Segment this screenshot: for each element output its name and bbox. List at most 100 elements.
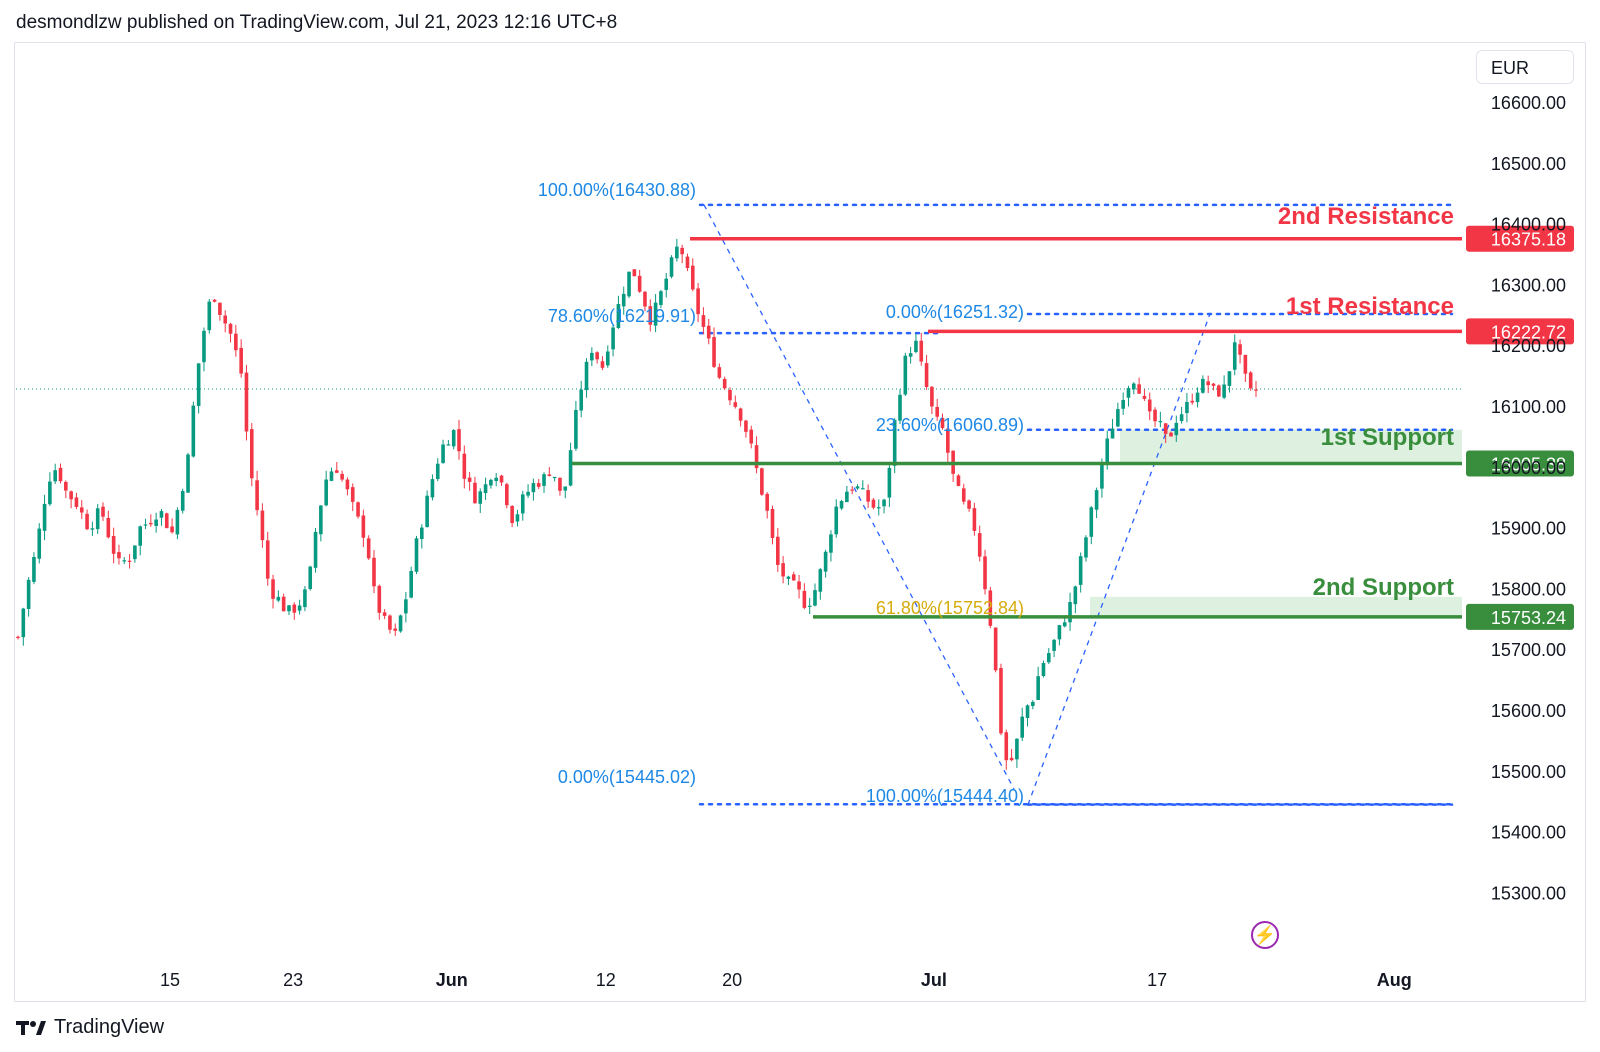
candle	[101, 506, 105, 517]
candle	[48, 481, 52, 505]
currency-selector[interactable]: EUR	[1476, 50, 1574, 84]
candle	[425, 495, 429, 528]
candle	[239, 347, 243, 374]
candle	[866, 490, 870, 502]
candle	[765, 493, 769, 511]
candle	[616, 303, 621, 329]
candle	[303, 589, 307, 608]
candle	[590, 352, 594, 361]
candle	[1078, 556, 1083, 585]
candle	[42, 503, 47, 531]
candle	[69, 491, 73, 500]
candle	[451, 430, 456, 447]
x-axis-tick-label: 20	[722, 970, 742, 990]
publisher-caption: desmondlzw published on TradingView.com,…	[16, 12, 618, 33]
candle	[420, 527, 424, 540]
candle	[1185, 401, 1189, 414]
candle	[568, 450, 573, 486]
candle	[611, 327, 615, 350]
candle	[164, 513, 169, 529]
candle	[627, 271, 631, 297]
tradingview-footer[interactable]: TradingView	[16, 1016, 164, 1039]
candle	[133, 545, 137, 560]
candle	[111, 535, 116, 554]
candle	[1105, 438, 1110, 463]
y-axis-tick-label: 16500.00	[1491, 154, 1566, 174]
candle	[398, 615, 403, 632]
candle	[1179, 414, 1184, 422]
candle	[1116, 409, 1120, 427]
candle	[903, 355, 908, 395]
candle	[1232, 342, 1237, 370]
fib-label: 0.00%(16251.32)	[886, 302, 1024, 322]
y-axis-tick-label: 16300.00	[1491, 275, 1566, 295]
price-tag[interactable]	[1466, 225, 1574, 252]
candle	[1131, 383, 1136, 390]
candle	[64, 481, 68, 491]
y-axis-tick-label: 16000.00	[1491, 458, 1566, 478]
candle	[292, 604, 297, 613]
candle	[876, 507, 881, 509]
candle	[313, 531, 318, 568]
candle	[999, 668, 1003, 734]
candle	[1201, 378, 1205, 393]
x-axis-tick-label: Jun	[436, 970, 468, 990]
candle	[829, 534, 833, 553]
candle	[786, 576, 791, 579]
candle	[1089, 507, 1094, 537]
candle	[818, 569, 823, 592]
candle	[738, 408, 743, 421]
candle	[218, 302, 222, 315]
candle	[972, 508, 977, 531]
candle	[1169, 432, 1173, 437]
candle	[706, 325, 711, 339]
price-tag[interactable]	[1466, 318, 1574, 345]
candle	[85, 513, 89, 530]
candle	[393, 628, 398, 631]
candle	[542, 474, 546, 486]
y-axis-tick-label: 15300.00	[1491, 883, 1566, 903]
candle	[127, 560, 132, 562]
candle	[1243, 354, 1248, 374]
candle	[1211, 383, 1216, 386]
candle	[1121, 399, 1125, 409]
y-axis-tick-label: 15700.00	[1491, 640, 1566, 660]
candle	[1222, 384, 1226, 398]
price-tag[interactable]	[1466, 450, 1574, 477]
candle	[159, 511, 164, 518]
candle	[79, 507, 84, 513]
candle	[664, 278, 669, 290]
fib-label: 61.80%(15752.84)	[876, 598, 1024, 618]
lightning-icon[interactable]: ⚡	[1251, 921, 1279, 949]
candle	[600, 361, 605, 368]
price-tag-label: 16005.38	[1491, 455, 1566, 475]
candle	[297, 605, 302, 611]
candle	[409, 570, 413, 598]
candle	[946, 428, 950, 453]
candle	[37, 528, 42, 559]
candle	[797, 581, 801, 590]
candle	[138, 526, 143, 546]
candle	[74, 497, 79, 507]
candle	[308, 566, 313, 590]
candle	[605, 351, 610, 366]
candle	[499, 475, 504, 483]
candle	[265, 540, 270, 579]
candle	[813, 590, 817, 606]
candle	[271, 579, 275, 599]
candle	[1153, 409, 1157, 422]
y-axis-tick-label: 16400.00	[1491, 215, 1566, 235]
candle	[478, 491, 483, 504]
candle	[531, 483, 536, 493]
price-tag[interactable]	[1466, 603, 1574, 630]
candle	[744, 420, 748, 432]
candle	[334, 470, 339, 473]
support-zone-2	[1090, 596, 1462, 617]
candle	[1163, 423, 1168, 434]
tradingview-logo-icon	[16, 1020, 46, 1035]
candle	[1217, 385, 1221, 397]
candle	[1020, 716, 1025, 738]
candle	[685, 256, 690, 269]
candle	[95, 508, 100, 530]
